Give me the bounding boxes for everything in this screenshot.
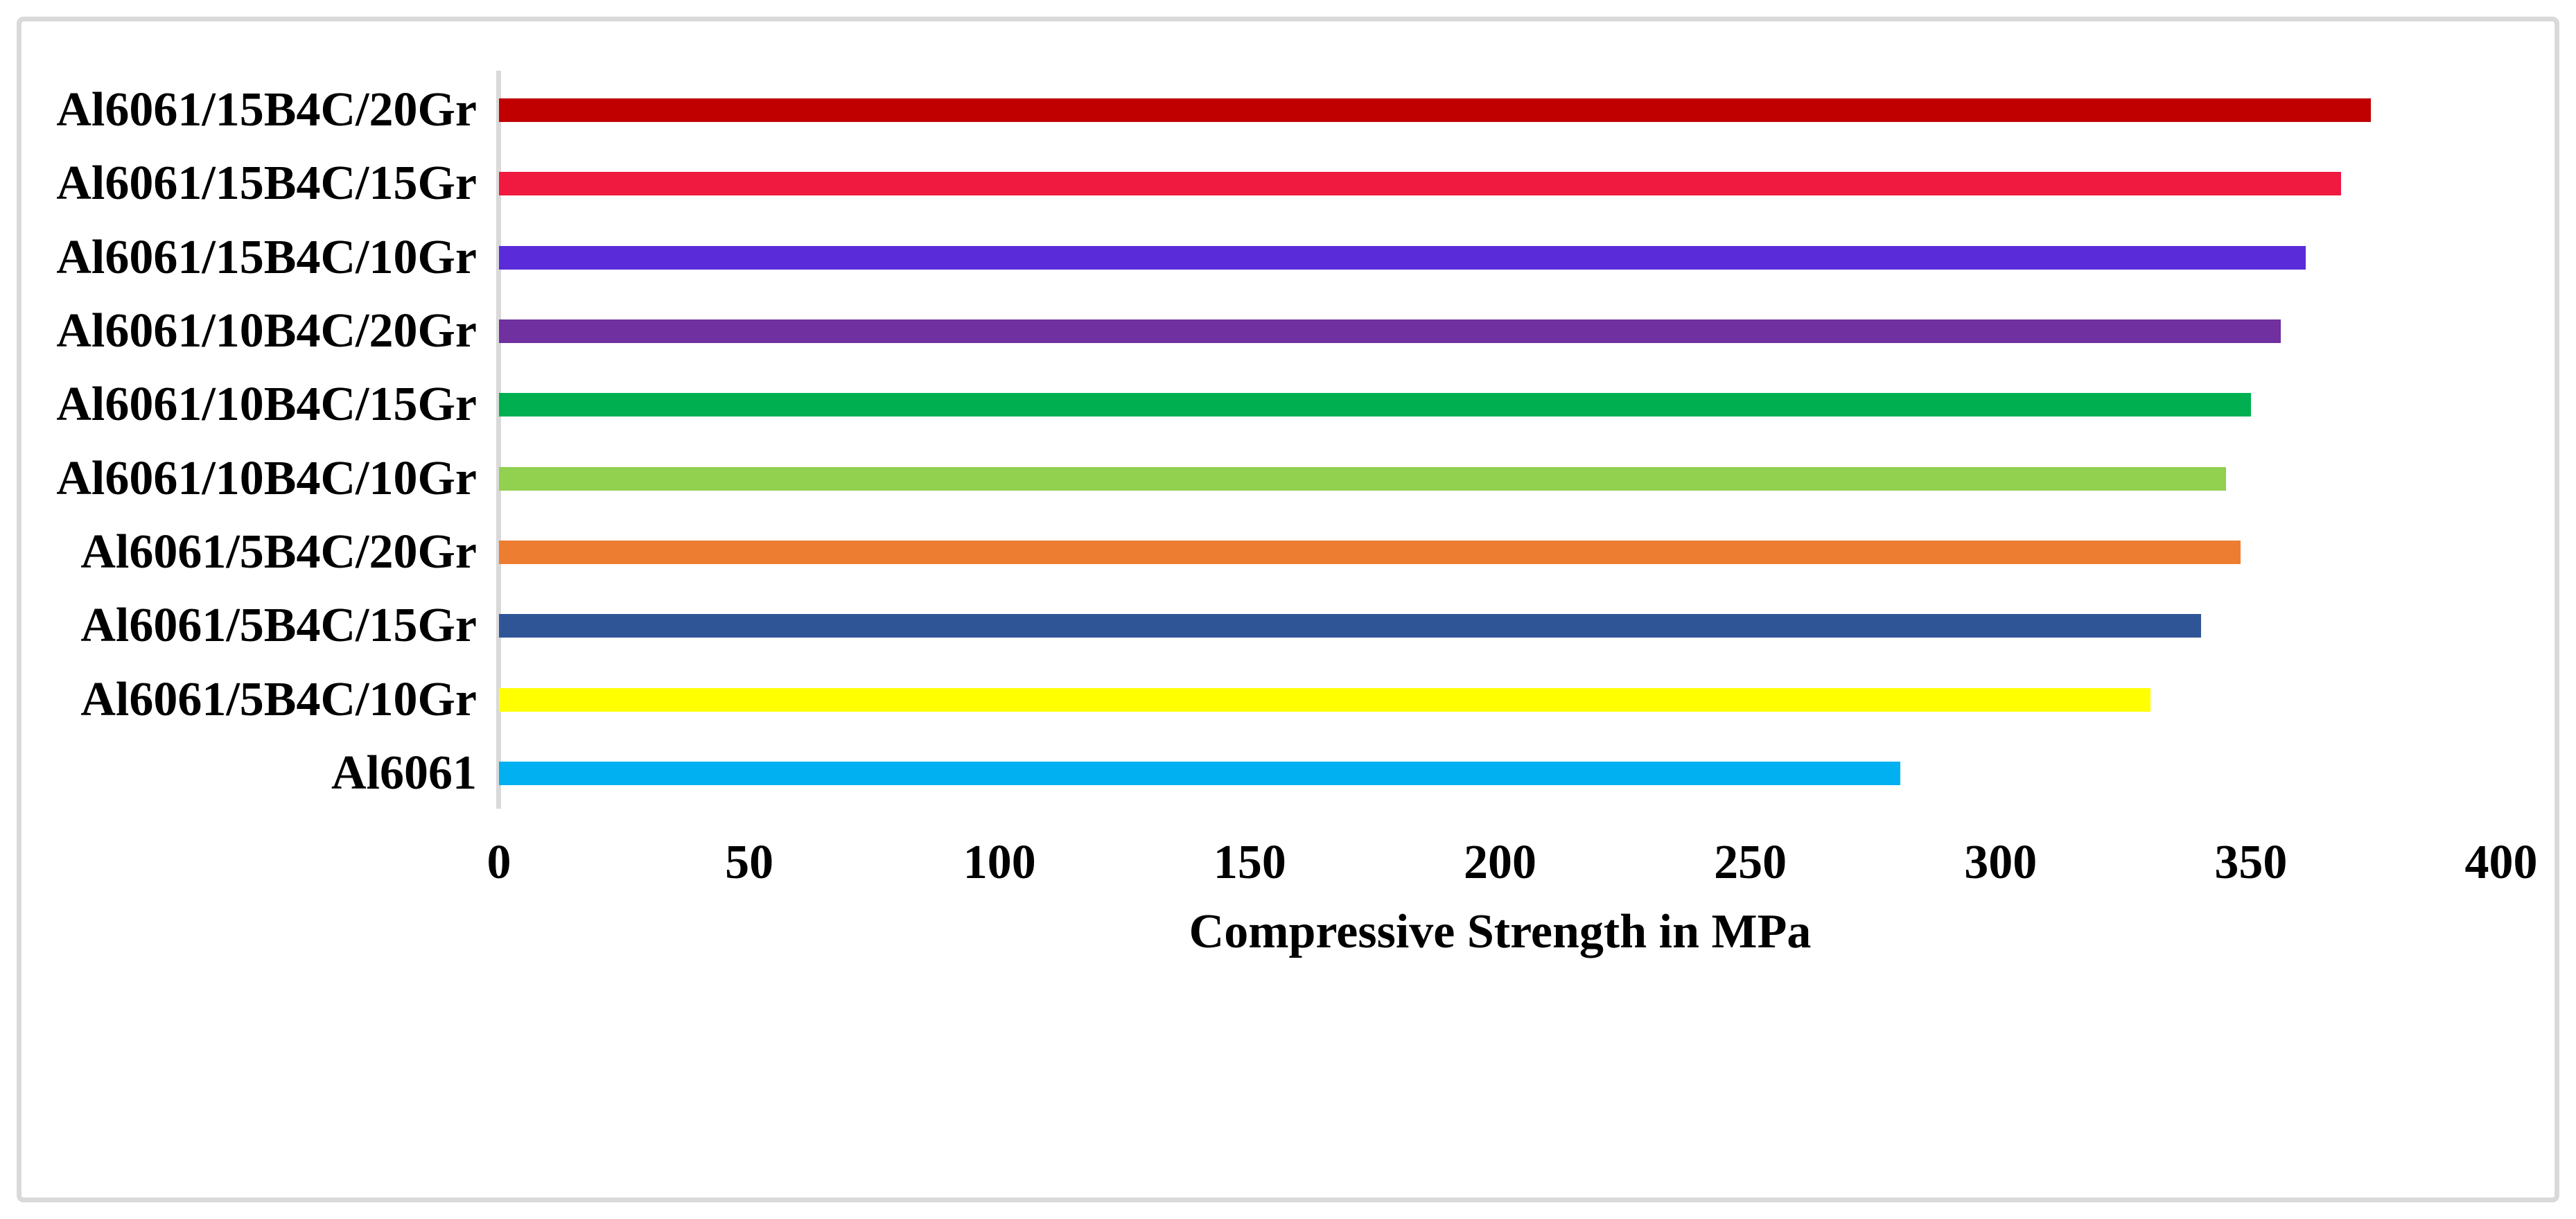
bar — [499, 172, 2341, 196]
x-tick-label: 250 — [1714, 836, 1787, 889]
bar — [499, 541, 2241, 565]
category-label: Al6061/5B4C/20Gr — [80, 525, 477, 579]
category-label: Al6061/10B4C/15Gr — [56, 378, 477, 432]
category-label: Al6061/10B4C/20Gr — [56, 304, 477, 358]
bar — [499, 687, 2151, 712]
x-axis-title: Compressive Strength in MPa — [1189, 905, 1812, 958]
bar — [499, 319, 2281, 344]
x-tick-label: 0 — [487, 836, 511, 889]
category-label: Al6061/5B4C/10Gr — [80, 672, 477, 726]
x-tick-label: 400 — [2464, 836, 2538, 889]
bar — [499, 762, 1901, 786]
bar — [499, 466, 2226, 491]
x-tick-label: 300 — [1964, 836, 2038, 889]
category-label: Al6061/15B4C/20Gr — [56, 83, 477, 137]
category-label: Al6061/15B4C/15Gr — [56, 157, 477, 211]
x-tick-label: 200 — [1464, 836, 1536, 889]
category-label: Al6061 — [331, 746, 477, 800]
bar-chart: Al6061/15B4C/20Gr Al6061/15B4C/15Gr Al6061… — [21, 21, 2555, 1198]
category-label: Al6061/10B4C/10Gr — [56, 451, 477, 505]
x-tick-label: 150 — [1213, 836, 1286, 889]
bar — [499, 393, 2251, 417]
category-label: Al6061/15B4C/10Gr — [56, 230, 477, 284]
x-tick-label: 100 — [963, 836, 1036, 889]
figure-border-frame: Al6061/15B4C/20Gr Al6061/15B4C/15Gr Al6061… — [17, 17, 2559, 1202]
category-axis-line — [496, 71, 501, 809]
bar — [499, 614, 2201, 638]
bar — [499, 245, 2306, 270]
bar — [499, 98, 2372, 122]
x-tick-label: 50 — [725, 836, 774, 889]
category-label: Al6061/5B4C/15Gr — [80, 599, 477, 653]
x-tick-label: 350 — [2214, 836, 2288, 889]
